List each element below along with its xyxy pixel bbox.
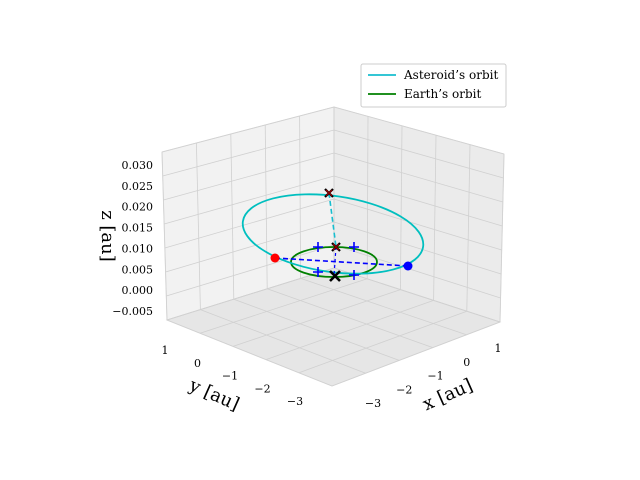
z-tick-label: 0.020: [122, 201, 154, 214]
grid-line: [333, 152, 503, 203]
grid-line: [166, 319, 333, 387]
grid-line: [230, 133, 235, 300]
grid-line: [264, 124, 268, 289]
grid-line: [299, 115, 301, 279]
grid-line: [331, 321, 501, 387]
asteroid-orbit-line: [241, 193, 425, 275]
grid-line: [161, 106, 335, 153]
grid-line: [433, 135, 437, 301]
axes-panes: [161, 106, 505, 387]
plus-marker: [313, 242, 323, 252]
grid-line: [232, 289, 401, 347]
axis-ticks: 0.030 0.025 0.020 0.015 0.010 0.005 0.000 −0.00…: [112, 159, 501, 410]
grid-line: [164, 175, 335, 225]
y-tick-label: −2: [254, 382, 270, 395]
grid-line: [164, 198, 335, 249]
y-tick-label: 0: [194, 357, 201, 370]
grid-line: [333, 221, 502, 275]
grid-line: [400, 125, 403, 290]
grid-line: [166, 244, 335, 297]
grid-line: [333, 106, 505, 155]
grid-lines: [161, 106, 505, 387]
x-tick-label: 1: [495, 342, 502, 355]
grid-line: [333, 267, 501, 323]
z-tick-label: −0.005: [112, 305, 153, 318]
grid-line: [165, 221, 335, 273]
grid-line: [267, 288, 433, 348]
grid-line: [233, 298, 400, 361]
z-axis-label: z [au]: [97, 210, 118, 262]
x-tick-label: −1: [427, 370, 443, 383]
grid-line: [333, 129, 504, 179]
grid-line: [265, 300, 434, 360]
z-tick-label: 0.005: [122, 263, 154, 276]
node-marker-bottom-inner: [332, 243, 340, 251]
y-tick-label: −3: [287, 395, 303, 408]
legend: Asteroid’s orbit Earth’s orbit: [360, 63, 507, 108]
aphelion-marker: [270, 253, 280, 263]
plus-marker: [349, 270, 359, 280]
series-layer: [241, 188, 425, 282]
legend-box: [360, 63, 507, 108]
grid-line: [466, 144, 471, 312]
x-tick-label: 0: [463, 356, 470, 369]
node-dashed-line: [328, 192, 337, 248]
plus-marker: [349, 242, 359, 252]
z-tick-label: 0.015: [122, 222, 154, 235]
grid-line: [163, 152, 335, 201]
grid-line: [161, 151, 168, 321]
node-marker-top-inner: [325, 189, 333, 197]
y-tick-label: −1: [222, 370, 238, 383]
grid-line: [199, 278, 368, 334]
sun-marker: [329, 270, 341, 282]
perihelion-marker: [403, 261, 413, 271]
grid-line: [162, 129, 335, 177]
sun-dashed-line: [333, 246, 337, 277]
z-tick-label: 0.000: [122, 284, 154, 297]
grid-line: [333, 175, 503, 227]
legend-label-earth: Earth’s orbit: [404, 87, 481, 101]
grid-line: [166, 267, 335, 321]
grid-line: [298, 310, 467, 374]
grid-line: [499, 153, 505, 323]
z-tick-label: 0.010: [122, 242, 154, 255]
z-tick-label: 0.030: [122, 159, 154, 172]
grid-line: [300, 278, 467, 336]
y-tick-label: 1: [162, 344, 169, 357]
grid-line: [333, 198, 502, 251]
z-tick-label: 0.025: [122, 180, 154, 193]
plus-marker: [313, 267, 323, 277]
apsides-dashed-line: [274, 257, 409, 267]
legend-label-asteroid: Asteroid’s orbit: [403, 68, 498, 82]
grid-line: [200, 309, 366, 374]
x-tick-label: −2: [396, 383, 412, 396]
x-tick-label: −3: [365, 397, 381, 410]
grid-line: [333, 244, 501, 299]
grid-line: [196, 142, 201, 310]
